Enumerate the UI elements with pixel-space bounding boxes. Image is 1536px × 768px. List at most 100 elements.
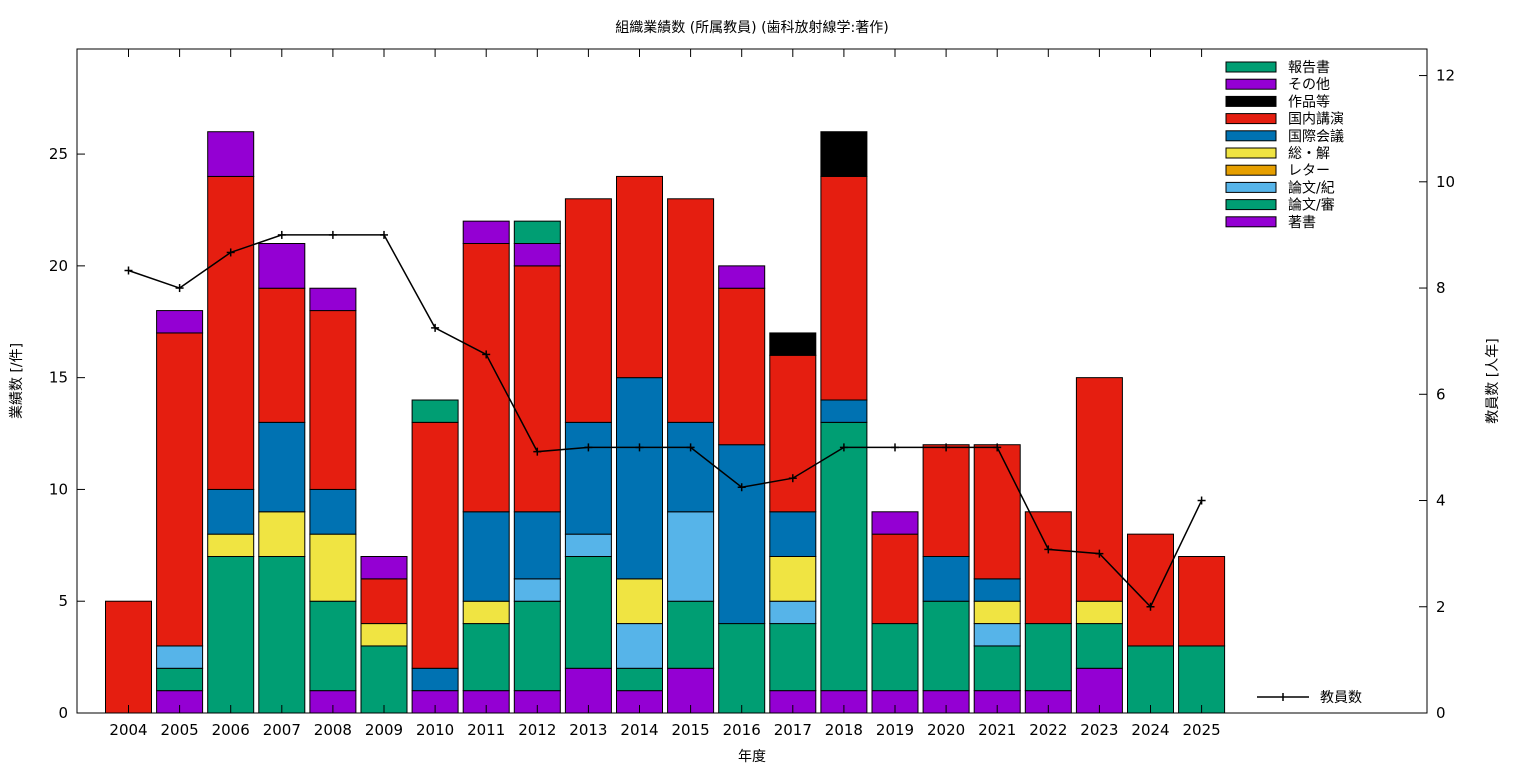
- x-tick-label: 2017: [774, 721, 812, 739]
- y2-tick-label: 2: [1436, 598, 1446, 616]
- staff-line: [128, 234, 1203, 609]
- bar-segment-2015-1: [667, 600, 715, 669]
- bar-segment-2010-6: [411, 421, 459, 669]
- x-tick-label: 2007: [263, 721, 301, 739]
- legend-label: 総・解: [1288, 146, 1330, 162]
- staff-point-2010: [431, 323, 440, 332]
- x-tick-label: 2013: [569, 721, 607, 739]
- bar-segment-2007-8: [258, 243, 306, 289]
- staff-point-2019: [891, 443, 899, 452]
- bar-segment-2006-4: [207, 533, 255, 558]
- bar-segment-2011-8: [462, 220, 510, 245]
- bar-segment-2004-6: [105, 600, 152, 714]
- staff-point-2022: [1044, 545, 1053, 554]
- y-tick-label: 25: [49, 145, 68, 163]
- legend-item-9: 著書: [1225, 215, 1316, 231]
- bar-segment-2013-6: [564, 198, 612, 423]
- x-tick-label: 2010: [416, 721, 454, 739]
- bar-segment-2019-1: [871, 623, 919, 692]
- bar-segment-2014-5: [616, 377, 663, 580]
- bar-segment-2016-1: [718, 623, 766, 714]
- staff-point-2014: [635, 443, 644, 452]
- bar-segment-2020-1: [922, 600, 970, 692]
- y-tick-label: 15: [49, 369, 68, 387]
- x-tick-label: 2011: [467, 721, 505, 739]
- line-legend-label: 教員数: [1320, 690, 1362, 706]
- y-tick-label: 10: [49, 480, 68, 498]
- bar-segment-2017-4: [769, 556, 817, 602]
- bar-segment-2009-8: [360, 556, 408, 580]
- legend-item-6: レター: [1225, 163, 1330, 179]
- staff-point-2011: [482, 350, 491, 359]
- staff-point-2017: [788, 474, 797, 483]
- legend-label: 論文/審: [1288, 198, 1335, 214]
- x-tick-label: 2016: [723, 721, 761, 739]
- staff-point-2025: [1197, 496, 1206, 505]
- legend-item-5: 総・解: [1225, 146, 1330, 162]
- bar-segment-2018-6: [820, 175, 868, 401]
- plot-frame: [76, 48, 1428, 714]
- y-axis-label: 業績数 [/件]: [9, 343, 25, 419]
- legend-swatch: [1225, 216, 1277, 228]
- bar-segment-2015-6: [667, 198, 715, 423]
- bar-segment-2021-1: [973, 645, 1021, 692]
- legend-label: レター: [1288, 163, 1330, 179]
- bar-segment-2005-6: [156, 332, 204, 647]
- bar-segment-2008-8: [309, 287, 357, 312]
- bar-segment-2011-5: [462, 511, 510, 602]
- bar-segment-2007-1: [258, 556, 306, 714]
- bar-segment-2008-5: [309, 488, 357, 535]
- y2-axis-label: 教員数 [人年]: [1485, 338, 1501, 423]
- legend-label: その他: [1288, 77, 1330, 93]
- bar-segment-2017-5: [769, 511, 817, 558]
- legend-swatch: [1225, 164, 1277, 176]
- bar-segment-2010-5: [411, 667, 459, 692]
- staff-point-2008: [328, 230, 337, 239]
- bar-segment-2005-2: [156, 645, 204, 669]
- staff-point-2012: [533, 447, 542, 456]
- bar-segment-2013-2: [564, 533, 612, 558]
- bar-segment-2016-8: [718, 265, 766, 289]
- bar-segment-2014-6: [616, 175, 663, 379]
- bar-segment-2023-4: [1075, 600, 1123, 625]
- bar-segment-2008-4: [309, 533, 357, 602]
- bar-segment-2017-1: [769, 623, 817, 692]
- bar-segment-2014-4: [616, 578, 663, 625]
- legend-swatch: [1225, 95, 1277, 107]
- y-tick-label: 5: [58, 592, 68, 610]
- legend-label: 著書: [1288, 215, 1316, 231]
- bar-segment-2011-1: [462, 623, 510, 692]
- bar-segment-2016-5: [718, 444, 766, 625]
- bar-segment-2012-6: [513, 265, 561, 513]
- bar-segment-2017-2: [769, 600, 817, 625]
- staff-point-2013: [584, 443, 593, 452]
- y-tick-label: 0: [58, 704, 68, 722]
- bar-segment-2017-6: [769, 354, 817, 513]
- bar-segment-2006-1: [207, 556, 255, 714]
- bar-segment-2007-5: [258, 421, 306, 513]
- x-tick-label: 2015: [672, 721, 710, 739]
- staff-point-2023: [1095, 549, 1104, 558]
- staff-point-2018: [839, 443, 848, 452]
- bar-segment-2007-6: [258, 287, 306, 423]
- bar-segment-2005-1: [156, 667, 204, 692]
- x-tick-label: 2004: [109, 721, 147, 739]
- bar-segment-2023-1: [1075, 623, 1123, 669]
- bar-segment-2008-6: [309, 310, 357, 490]
- legend-label: 論文/紀: [1288, 180, 1335, 196]
- legend-item-1: その他: [1225, 77, 1330, 93]
- bar-segment-2020-5: [922, 556, 970, 602]
- x-tick-label: 2005: [161, 721, 199, 739]
- y2-tick-label: 6: [1436, 385, 1446, 403]
- x-tick-label: 2012: [518, 721, 556, 739]
- legend-swatch: [1225, 113, 1277, 125]
- bar-segment-2019-8: [871, 511, 919, 535]
- staff-point-2024: [1146, 602, 1155, 611]
- legend-label: 国内講演: [1288, 112, 1344, 128]
- bar-segment-2008-1: [309, 600, 357, 692]
- bar-segment-2009-4: [360, 623, 408, 647]
- bar-segment-2018-5: [820, 399, 868, 423]
- bar-segment-2013-5: [564, 421, 612, 535]
- bar-segment-2022-6: [1024, 511, 1072, 625]
